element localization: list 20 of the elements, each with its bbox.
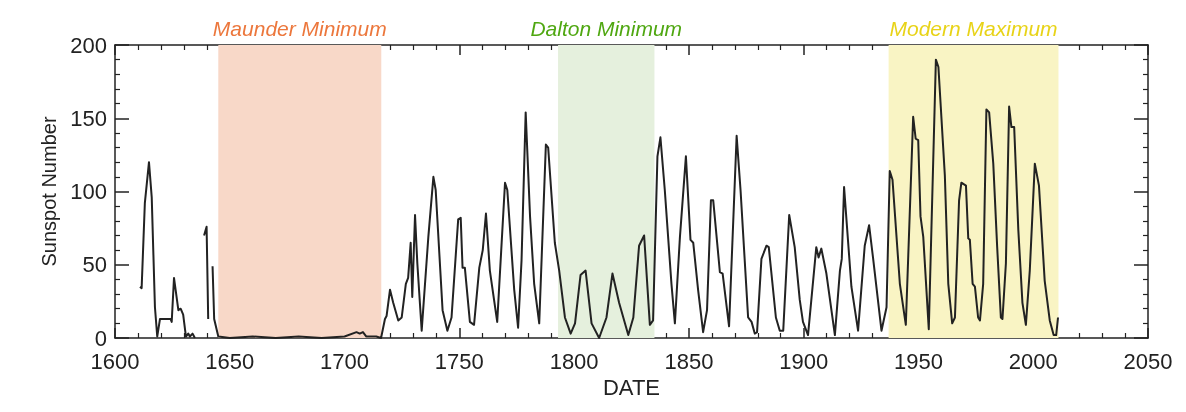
x-tick-label: 1650 xyxy=(205,348,255,374)
y-tick-label: 0 xyxy=(94,325,107,351)
x-axis-title: DATE xyxy=(602,375,661,401)
x-tick-label: 1850 xyxy=(664,348,714,374)
band-label: Dalton Minimum xyxy=(530,17,683,40)
band-label: Modern Maximum xyxy=(889,17,1058,40)
x-tick-label: 1700 xyxy=(320,348,370,374)
x-tick-label: 1750 xyxy=(434,348,484,374)
band-label: Maunder Minimum xyxy=(212,17,387,40)
y-axis-title: Sunspot Number xyxy=(38,116,60,267)
y-tick-label: 150 xyxy=(70,105,107,131)
x-tick-label: 1600 xyxy=(90,348,140,374)
y-tick-label: 100 xyxy=(70,179,107,204)
x-tick-label: 1950 xyxy=(893,348,943,374)
y-tick-label: 200 xyxy=(70,32,107,58)
x-tick-label: 2000 xyxy=(1008,348,1058,374)
y-tick-label: 50 xyxy=(82,252,107,278)
x-tick-label: 1900 xyxy=(779,348,829,374)
x-tick-label: 2050 xyxy=(1123,348,1173,374)
x-tick-label: 1800 xyxy=(549,348,599,374)
